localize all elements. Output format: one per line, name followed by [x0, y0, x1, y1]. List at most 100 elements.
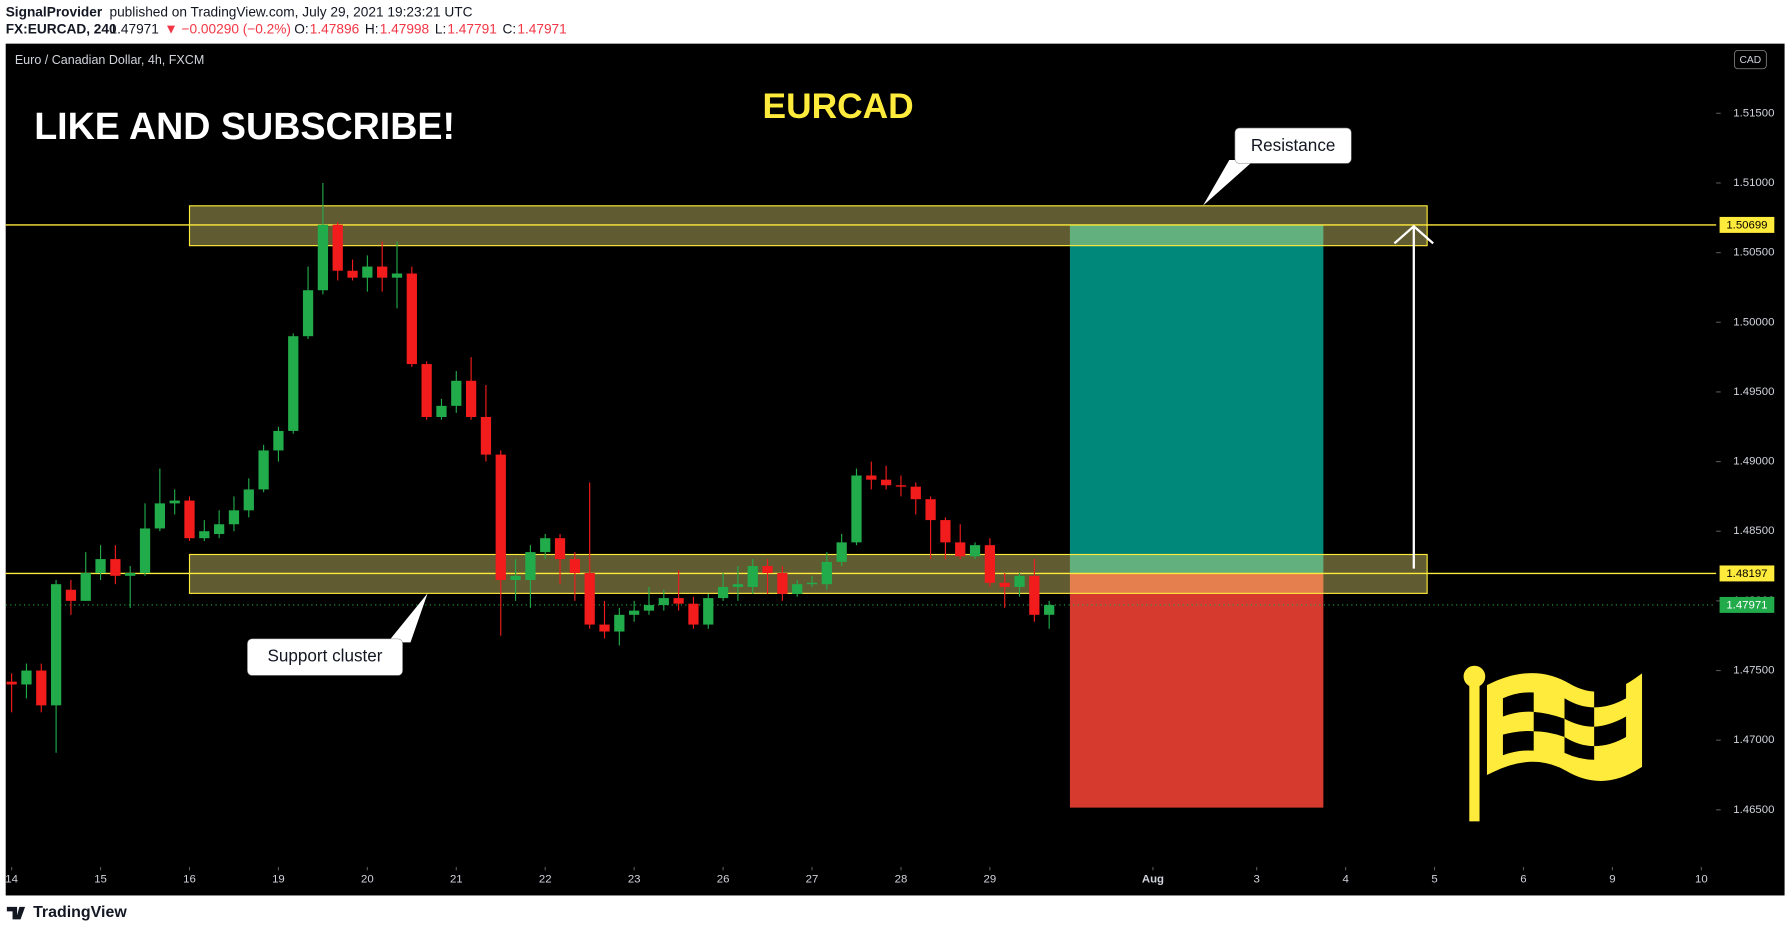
candle-body [421, 364, 432, 417]
candle-body [406, 273, 417, 365]
candle-body [36, 670, 47, 706]
candle-body [495, 454, 506, 580]
candle-body [214, 524, 225, 535]
x-tick-label: 20 [361, 874, 374, 886]
candle-body [332, 224, 343, 271]
candle-body [688, 603, 699, 625]
candle-body [465, 380, 477, 417]
candle-body [525, 552, 536, 580]
candle-body [50, 584, 62, 706]
candle-body [302, 290, 314, 337]
x-tick-label: 29 [984, 874, 997, 886]
ohlc-value: 1.47896 [310, 22, 359, 37]
x-tick-label: 4 [1342, 874, 1348, 886]
y-tick-label: 1.51000 [1733, 177, 1774, 189]
candle-body [584, 573, 595, 625]
banner: LIKE AND SUBSCRIBE! [34, 105, 455, 147]
candle-body [347, 270, 358, 278]
stop-area [1069, 573, 1324, 808]
x-tick-label: 27 [806, 874, 819, 886]
candle-body [984, 545, 996, 583]
candle-body [540, 538, 551, 553]
currency-box [1734, 50, 1767, 70]
ohlc-label: C: [503, 22, 517, 37]
plot-background [5, 43, 1785, 896]
y-tick-label: 1.47500 [1733, 665, 1774, 677]
candle-body [717, 586, 729, 599]
x-tick-label: 16 [183, 874, 196, 886]
x-tick-label: 5 [1431, 874, 1437, 886]
target-area [1069, 224, 1324, 574]
candle-body [139, 528, 151, 574]
candle-body [569, 559, 580, 574]
x-tick-label: 10 [1695, 874, 1708, 886]
candle-body [362, 266, 373, 278]
candle-body [895, 485, 907, 487]
plot: 1.465001.470001.475001.480001.485001.490… [5, 107, 1774, 885]
candle-body [969, 545, 981, 557]
candle-body [940, 520, 951, 543]
candle-body [21, 670, 32, 685]
candle-body [273, 430, 284, 451]
y-tick-label: 1.50500 [1733, 247, 1774, 259]
candle-body [391, 273, 403, 278]
last-price-label: 1.47971 [1726, 600, 1767, 612]
candle-body [110, 559, 121, 576]
candle-body [792, 584, 803, 594]
ohlc-value: 1.47791 [447, 22, 496, 37]
arrow-head [1393, 224, 1434, 245]
candle-body [880, 479, 892, 486]
x-tick-label: 21 [450, 874, 463, 886]
price-label-box [1719, 565, 1775, 582]
candle-body [154, 503, 165, 529]
candle-body [851, 475, 862, 543]
candle-body [866, 475, 877, 480]
candle-body [703, 598, 714, 625]
ohlc-label: H: [365, 22, 379, 37]
last-price-header: 1.47971 [109, 22, 158, 37]
candle-body [65, 589, 77, 601]
ohlc-value: 1.47971 [517, 22, 566, 37]
flag-icon [1463, 665, 1643, 822]
y-tick-label: 1.49000 [1733, 456, 1774, 468]
price-label: 1.50699 [1726, 219, 1767, 231]
published: published on TradingView.com, July 29, 2… [109, 4, 472, 19]
candle-body [451, 380, 462, 406]
candle-body [955, 542, 966, 557]
symbol: FX:EURCAD, 240 [6, 22, 117, 37]
ohlc-label: L: [435, 22, 446, 37]
candle-body [258, 450, 269, 490]
y-tick-label: 1.49500 [1733, 386, 1774, 398]
candle-body [925, 499, 936, 521]
candle-body [806, 582, 818, 585]
candle-body [243, 489, 254, 511]
zone [188, 205, 1428, 247]
candle-body [1029, 575, 1040, 615]
candle-body [184, 500, 195, 539]
x-tick-label: 23 [628, 874, 641, 886]
brand: TradingView [33, 904, 127, 921]
candle-body [821, 561, 832, 585]
candle-body [377, 266, 388, 278]
candle-body [288, 336, 299, 431]
last-price-box [1719, 596, 1775, 613]
candle-body [614, 614, 625, 632]
candle-body [554, 538, 566, 560]
candle-body [6, 681, 17, 685]
candle-body [169, 500, 180, 504]
chart-title: EURCAD [763, 87, 914, 126]
candle-body [910, 486, 921, 500]
candle-body [80, 573, 91, 601]
candle-body [643, 605, 655, 611]
x-tick-label: 28 [895, 874, 908, 886]
candle-body [629, 610, 640, 615]
candle-body [317, 224, 329, 291]
candle-body [836, 542, 847, 562]
resistance-label: Resistance [1251, 136, 1336, 155]
brand-logo: TradingView [6, 904, 127, 921]
currency: CAD [1740, 55, 1762, 66]
x-tick-label: 19 [272, 874, 285, 886]
candle-body [125, 573, 136, 576]
legend: Euro / Canadian Dollar, 4h, FXCM [15, 53, 204, 67]
